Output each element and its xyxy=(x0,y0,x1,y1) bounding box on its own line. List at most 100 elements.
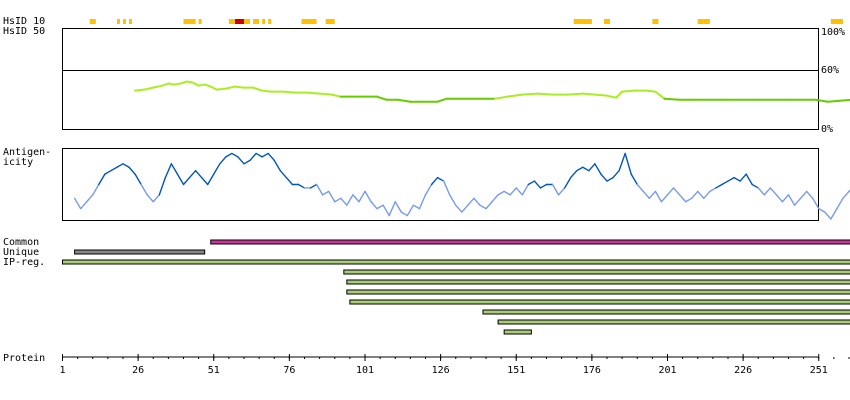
antigenicity-series-segment xyxy=(521,183,530,196)
antigenicity-label-line1: Antigen- xyxy=(3,147,52,158)
antigenicity-series-segment xyxy=(503,190,511,196)
antigenicity-series-segment xyxy=(497,190,505,196)
hsid10-mark xyxy=(183,19,196,24)
ipreg-bar xyxy=(62,259,850,265)
antigenicity-series-segment xyxy=(842,190,850,200)
hsid10-mark xyxy=(253,19,260,24)
identity-series-segment xyxy=(436,97,448,103)
antigenicity-series-segment xyxy=(787,194,796,206)
antigenicity-series-segment xyxy=(110,166,118,172)
hsid10-mark xyxy=(652,19,659,24)
x-axis-tick-label: 1 xyxy=(59,365,65,376)
antigenicity-series-segment xyxy=(170,163,179,175)
antigenicity-series-segment xyxy=(273,159,281,172)
identity-series-segment xyxy=(173,82,182,86)
antigenicity-series-segment xyxy=(479,204,487,210)
antigenicity-series-segment xyxy=(176,173,185,186)
antigenicity-series-segment xyxy=(793,197,802,206)
identity-series-segment xyxy=(167,82,176,86)
x-axis-tick-label: 126 xyxy=(432,365,450,376)
identity-series-segment xyxy=(318,92,333,96)
identity-series-segment xyxy=(197,83,206,87)
identity-series-segment xyxy=(494,95,509,100)
x-axis-tick-label: 76 xyxy=(283,365,295,376)
antigenicity-series-segment xyxy=(206,173,215,186)
antigenicity-series-segment xyxy=(648,190,657,200)
hsid10-mark xyxy=(228,19,235,24)
antigenicity-series-segment xyxy=(715,183,723,189)
antigenicity-series-segment xyxy=(188,169,197,179)
antigenicity-series-segment xyxy=(672,187,681,196)
identity-series-segment xyxy=(536,92,554,96)
identity-series-segment xyxy=(654,90,666,100)
antigenicity-series-segment xyxy=(297,183,306,189)
antigenicity-series-segment xyxy=(751,183,759,189)
antigenicity-series-segment xyxy=(200,176,209,186)
identity-panel xyxy=(62,28,819,130)
antigenicity-series-segment xyxy=(79,201,88,210)
antigenicity-series-segment xyxy=(799,190,808,200)
antigenicity-series-segment xyxy=(630,173,638,186)
antigenicity-series-segment xyxy=(285,176,294,186)
hsid10-mark xyxy=(262,19,266,24)
antigenicity-series-segment xyxy=(352,194,360,203)
antigenicity-series-segment xyxy=(146,194,154,203)
identity-axis-0: 0% xyxy=(821,124,834,135)
ipreg-bar xyxy=(497,319,850,325)
antigenicity-series-segment xyxy=(703,190,711,200)
hsid10-mark xyxy=(198,19,202,24)
antigenicity-series-segment xyxy=(660,194,669,203)
antigenicity-series-segment xyxy=(213,163,221,175)
identity-series-segment xyxy=(506,93,524,98)
antigenicity-series-segment xyxy=(727,176,735,182)
antigenicity-series-segment xyxy=(116,163,124,168)
hsid10-mark xyxy=(703,19,710,24)
hsid10-mark xyxy=(244,19,251,24)
antigenicity-series-segment xyxy=(406,204,415,217)
antigenicity-series-segment xyxy=(243,159,251,165)
identity-series-segment xyxy=(663,97,681,101)
antigenicity-series-segment xyxy=(158,176,167,196)
hsid10-mark xyxy=(116,19,120,24)
antigenicity-series-segment xyxy=(104,169,112,175)
common-label: Common xyxy=(3,237,40,248)
identity-series-segment xyxy=(134,88,146,92)
antigenicity-series-segment xyxy=(449,194,457,206)
identity-series-segment xyxy=(826,99,841,103)
antigenicity-series-segment xyxy=(328,190,336,203)
antigenicity-series-segment xyxy=(594,163,602,175)
identity-series-segment xyxy=(152,84,164,89)
antigenicity-series-segment xyxy=(805,190,814,200)
antigenicity-series-segment xyxy=(73,197,82,210)
antigenicity-series-segment xyxy=(473,197,481,206)
identity-series-segment xyxy=(203,83,212,88)
identity-series-segment xyxy=(330,93,342,98)
x-axis-tick-label: 101 xyxy=(356,365,374,376)
antigenicity-series-segment xyxy=(358,190,366,203)
identity-series-segment xyxy=(581,92,596,96)
antigenicity-series-segment xyxy=(394,201,402,213)
antigenicity-series-segment xyxy=(122,163,130,168)
antigenicity-series-segment xyxy=(430,176,439,186)
identity-series-segment xyxy=(521,92,539,96)
antigenicity-series-segment xyxy=(818,207,826,213)
antigenicity-series-segment xyxy=(624,152,632,175)
antigenicity-series-segment xyxy=(824,211,832,220)
identity-series-segment xyxy=(814,98,829,103)
antigenicity-series-segment xyxy=(436,176,445,182)
antigenicity-series-segment xyxy=(618,152,626,172)
antigenicity-series-segment xyxy=(249,152,257,162)
identity-series-segment xyxy=(191,81,200,87)
antigenicity-series-segment xyxy=(812,197,820,210)
antigenicity-series-segment xyxy=(376,204,384,210)
antigenicity-series-segment xyxy=(588,163,596,172)
antigenicity-series-segment xyxy=(334,197,342,203)
antigenicity-series-segment xyxy=(261,152,269,158)
identity-axis-60: 60% xyxy=(821,65,840,76)
antigenicity-series-segment xyxy=(684,197,693,203)
antigenicity-series-segment xyxy=(442,180,451,196)
identity-series-segment xyxy=(179,80,188,85)
hsid10-mark xyxy=(301,19,317,24)
